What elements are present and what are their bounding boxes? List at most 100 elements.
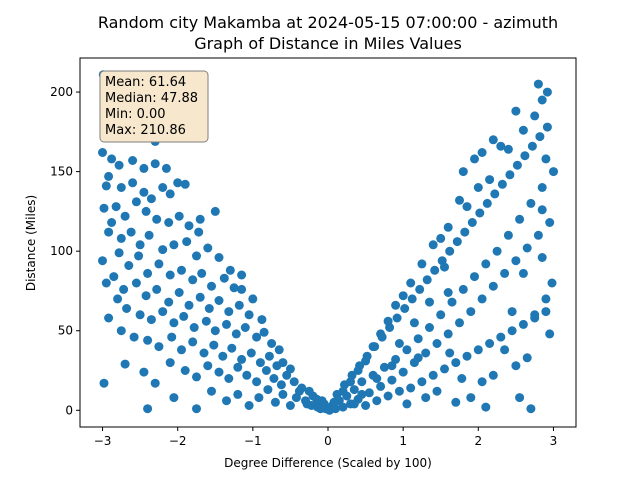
data-point — [135, 240, 145, 250]
data-point — [475, 208, 485, 218]
data-point — [158, 307, 168, 317]
data-point — [372, 374, 382, 383]
data-point — [129, 332, 139, 342]
data-point — [500, 268, 510, 278]
data-point — [361, 356, 371, 366]
data-point — [417, 259, 427, 269]
data-point — [533, 230, 543, 240]
stat-min: Min: 0.00 — [105, 107, 166, 122]
data-point — [425, 297, 434, 307]
data-point — [195, 292, 205, 302]
data-point — [545, 218, 555, 227]
data-point — [500, 345, 510, 355]
data-point — [111, 202, 121, 212]
x-tick-label: 2 — [474, 434, 482, 448]
data-point — [515, 214, 525, 224]
data-point — [301, 396, 310, 406]
data-point — [150, 378, 160, 388]
data-point — [451, 358, 461, 368]
y-tick-label: 200 — [50, 85, 73, 99]
data-point — [285, 401, 295, 410]
data-point — [224, 307, 234, 317]
data-point — [107, 218, 117, 227]
y-tick-label: 150 — [50, 165, 73, 179]
data-point — [460, 227, 470, 237]
data-point — [409, 318, 419, 328]
data-point — [383, 391, 393, 401]
data-point — [161, 163, 171, 173]
data-point — [267, 339, 277, 348]
data-point — [496, 141, 506, 151]
data-point — [158, 245, 168, 255]
data-point — [329, 397, 339, 407]
data-point — [289, 377, 299, 387]
data-point — [248, 294, 258, 304]
data-point — [270, 397, 280, 407]
data-point — [518, 268, 528, 278]
data-point — [154, 259, 164, 269]
data-point — [541, 307, 551, 317]
data-point — [184, 221, 194, 231]
data-point — [432, 339, 442, 348]
data-point — [152, 284, 162, 294]
data-point — [165, 270, 175, 280]
data-point — [124, 261, 134, 270]
data-point — [535, 132, 545, 142]
data-point — [455, 195, 464, 205]
data-point — [488, 135, 498, 145]
data-point — [353, 366, 363, 375]
data-point — [522, 353, 532, 363]
data-point — [107, 154, 117, 164]
data-point — [294, 386, 304, 396]
data-point — [527, 141, 537, 151]
data-point — [128, 156, 138, 165]
data-point — [443, 329, 453, 339]
data-point — [392, 313, 402, 323]
data-point — [204, 304, 214, 313]
data-point — [222, 319, 231, 329]
data-point — [443, 288, 453, 297]
data-point — [488, 370, 498, 380]
x-tick-label: −2 — [169, 434, 187, 448]
data-point — [233, 389, 243, 399]
data-point — [197, 268, 207, 278]
data-point — [432, 386, 442, 396]
data-point — [231, 329, 241, 339]
data-point — [164, 297, 174, 307]
data-point — [104, 171, 114, 181]
data-point — [131, 278, 141, 288]
data-point — [376, 381, 386, 391]
data-point — [143, 335, 153, 345]
data-point — [210, 326, 220, 336]
data-point — [507, 326, 517, 336]
data-point — [214, 296, 224, 305]
data-point — [264, 351, 274, 361]
data-point — [488, 281, 498, 291]
data-point — [209, 340, 219, 350]
data-point — [477, 148, 487, 157]
chart-title-line2: Graph of Distance in Miles Values — [194, 34, 462, 53]
data-point — [214, 367, 224, 377]
data-point — [237, 354, 247, 364]
y-axis-ticks: 0 50 100 150 200 — [50, 85, 80, 417]
data-point — [263, 385, 273, 395]
data-point — [194, 227, 204, 237]
data-point — [542, 87, 552, 97]
data-point — [319, 399, 329, 409]
data-point — [522, 243, 532, 253]
x-tick-label: 3 — [550, 434, 558, 448]
data-point — [192, 251, 201, 261]
data-point — [413, 353, 423, 363]
data-point — [99, 203, 109, 213]
data-point — [222, 396, 231, 406]
data-point — [116, 183, 126, 192]
data-point — [192, 404, 201, 414]
data-point — [391, 300, 401, 310]
data-point — [443, 222, 453, 232]
data-point — [520, 151, 530, 161]
data-point — [496, 332, 506, 342]
data-point — [549, 167, 558, 177]
data-point — [203, 361, 213, 371]
data-point — [195, 214, 205, 224]
data-point — [113, 294, 123, 304]
